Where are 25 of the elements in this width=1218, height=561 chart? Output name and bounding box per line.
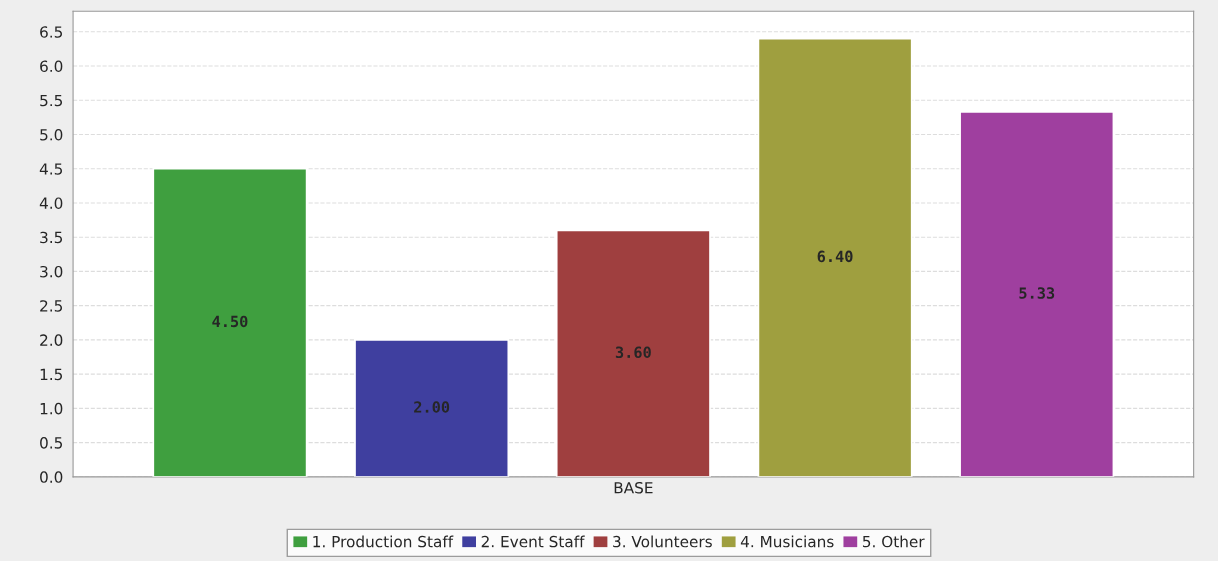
y-tick-label: 1.5 [40,368,63,381]
data-label: 3.60 [615,346,651,359]
x-tick-label: BASE [614,481,653,494]
legend-label: 5. Other [862,535,925,548]
y-tick-label: 4.0 [39,197,63,209]
y-tick-label: 5.5 [40,94,63,107]
legend-label: 1. Production Staff [313,535,454,548]
y-tick-label: 2.5 [40,300,63,312]
y-tick-label: 6.5 [40,26,63,38]
y-tick-label: 3.5 [40,231,63,244]
data-label: 6.40 [817,250,853,263]
y-tick-label: 0.5 [40,437,63,449]
y-tick-label: 3.0 [40,265,63,278]
y-tick-label: 2.0 [40,334,63,346]
data-label: 5.33 [1019,287,1055,299]
data-label: 4.50 [212,315,248,328]
y-tick-label: 5.0 [40,128,63,141]
y-tick-label: 0.0 [40,471,63,483]
legend-label: 4. Musicians [740,535,834,548]
data-label: 2.00 [414,401,450,413]
y-tick-label: 4.5 [39,163,63,175]
y-tick-label: 6.0 [40,60,63,73]
y-tick-label: 1.0 [40,402,63,415]
legend-label: 2. Event Staff [481,535,585,548]
legend-label: 3. Volunteers [613,535,712,548]
